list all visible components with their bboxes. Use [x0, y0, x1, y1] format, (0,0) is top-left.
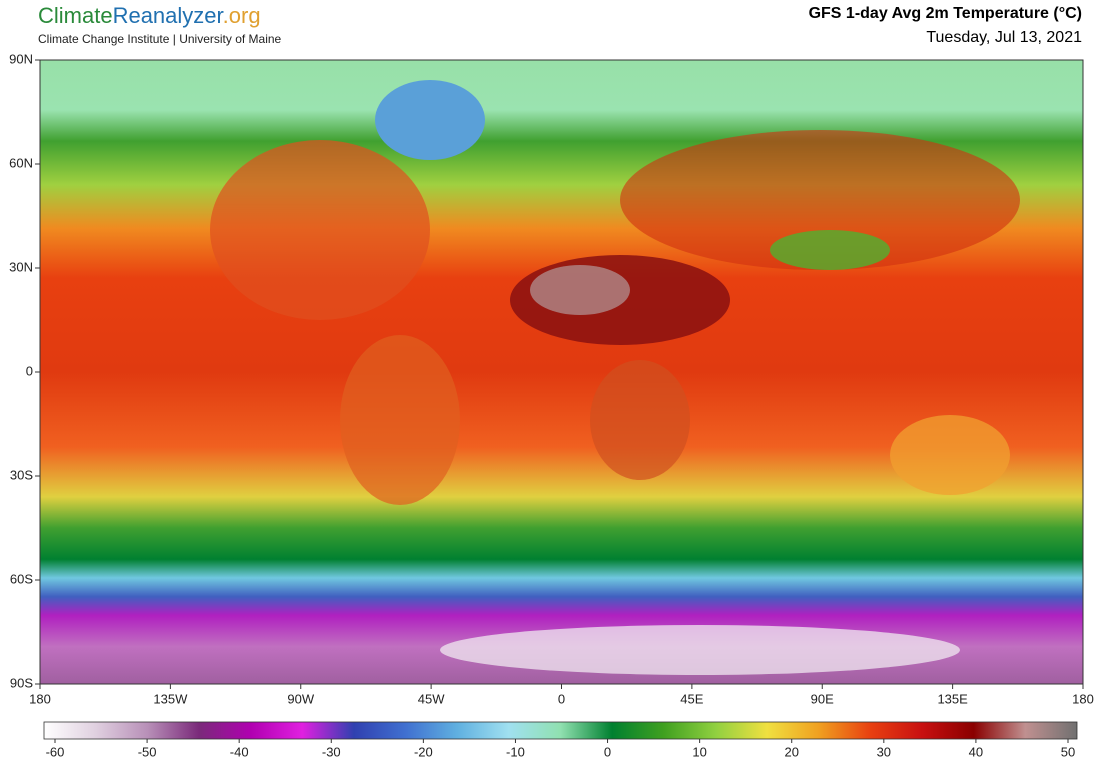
- colorbar-label: 20: [784, 744, 798, 759]
- lat-label: 90S: [10, 675, 33, 690]
- lon-label: 45E: [680, 691, 703, 706]
- eurasia: [620, 130, 1020, 270]
- sahara-hot: [530, 265, 630, 315]
- lat-label: 30S: [10, 467, 33, 482]
- colorbar-label: -20: [414, 744, 433, 759]
- colorbar-label: -10: [506, 744, 525, 759]
- south-america: [340, 335, 460, 505]
- lon-label: 180: [1072, 691, 1094, 706]
- colorbar-label: -40: [230, 744, 249, 759]
- colorbar-label: -30: [322, 744, 341, 759]
- lat-label: 60N: [9, 155, 33, 170]
- colorbar-label: 40: [969, 744, 983, 759]
- north-america: [210, 140, 430, 320]
- colorbar-label: 30: [877, 744, 891, 759]
- colorbar-label: 0: [604, 744, 611, 759]
- lon-label: 0: [558, 691, 565, 706]
- tibet: [770, 230, 890, 270]
- lat-label: 30N: [9, 259, 33, 274]
- logo-part: .org: [223, 3, 261, 28]
- lat-label: 60S: [10, 571, 33, 586]
- lon-label: 90W: [287, 691, 314, 706]
- map: [39, 59, 1084, 685]
- colorbar-label: -60: [46, 744, 65, 759]
- africa-south: [590, 360, 690, 480]
- logo-part: Climate: [38, 3, 113, 28]
- lon-label: 90E: [811, 691, 834, 706]
- lat-label: 0: [26, 363, 33, 378]
- colorbar-bar: [43, 721, 1078, 740]
- colorbar-label: -50: [138, 744, 157, 759]
- lon-label: 180: [29, 691, 51, 706]
- colorbar-label: 10: [692, 744, 706, 759]
- lon-label: 135E: [937, 691, 968, 706]
- logo-part: Reanalyzer: [113, 3, 224, 28]
- logo: ClimateReanalyzer.org: [38, 3, 261, 28]
- institution: Climate Change Institute | University of…: [38, 32, 282, 46]
- lon-label: 135W: [153, 691, 188, 706]
- map-title: GFS 1-day Avg 2m Temperature (°C): [809, 5, 1082, 22]
- greenland: [375, 80, 485, 160]
- map-date: Tuesday, Jul 13, 2021: [926, 29, 1082, 46]
- colorbar-label: 50: [1061, 744, 1075, 759]
- colorbar: -60 -50 -40 -30 -20 -10 0 10 20 30 40 50: [43, 721, 1078, 759]
- antarctica: [440, 625, 960, 675]
- lon-label: 45W: [418, 691, 445, 706]
- australia: [890, 415, 1010, 495]
- lat-label: 90N: [9, 51, 33, 66]
